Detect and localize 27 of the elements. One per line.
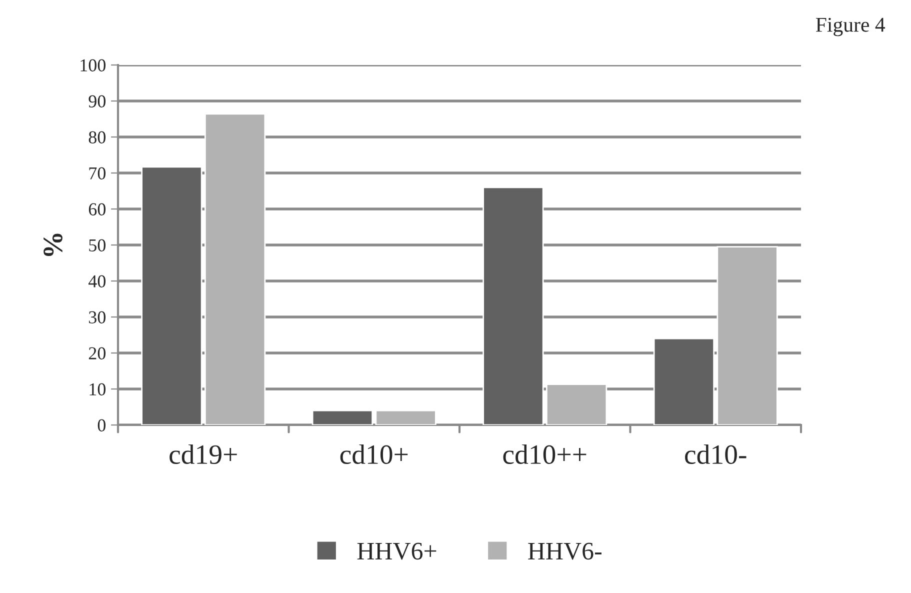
x-tick-label: cd10+ <box>340 444 408 464</box>
y-tick-label: 50 <box>89 239 106 252</box>
legend-label: HHV6+ <box>357 542 436 560</box>
bar <box>375 410 436 425</box>
y-tick-label: 30 <box>89 311 106 324</box>
bar <box>546 384 608 425</box>
legend-label: HHV6- <box>528 542 602 560</box>
x-tick-label: cd10++ <box>503 444 586 464</box>
y-tick-label: 60 <box>88 203 106 216</box>
bar <box>653 338 715 425</box>
y-tick-label: 90 <box>88 95 106 108</box>
x-tick-label: cd19+ <box>170 444 237 464</box>
y-tick-label: 10 <box>90 383 106 396</box>
bar <box>716 246 778 425</box>
y-tick-label: 0 <box>98 419 106 432</box>
bar <box>141 166 202 425</box>
y-axis-title: % <box>44 234 62 256</box>
y-tick-label: 80 <box>88 131 106 144</box>
x-tick-label: cd10- <box>685 444 746 464</box>
bar <box>312 410 374 425</box>
caption: Figure 4 <box>816 18 886 36</box>
y-tick-label: 40 <box>88 275 106 288</box>
bar <box>204 113 266 425</box>
y-tick-label: 100 <box>80 59 106 72</box>
bar <box>482 186 544 425</box>
y-tick-label: 20 <box>88 347 106 360</box>
y-tick-label: 70 <box>89 167 106 180</box>
